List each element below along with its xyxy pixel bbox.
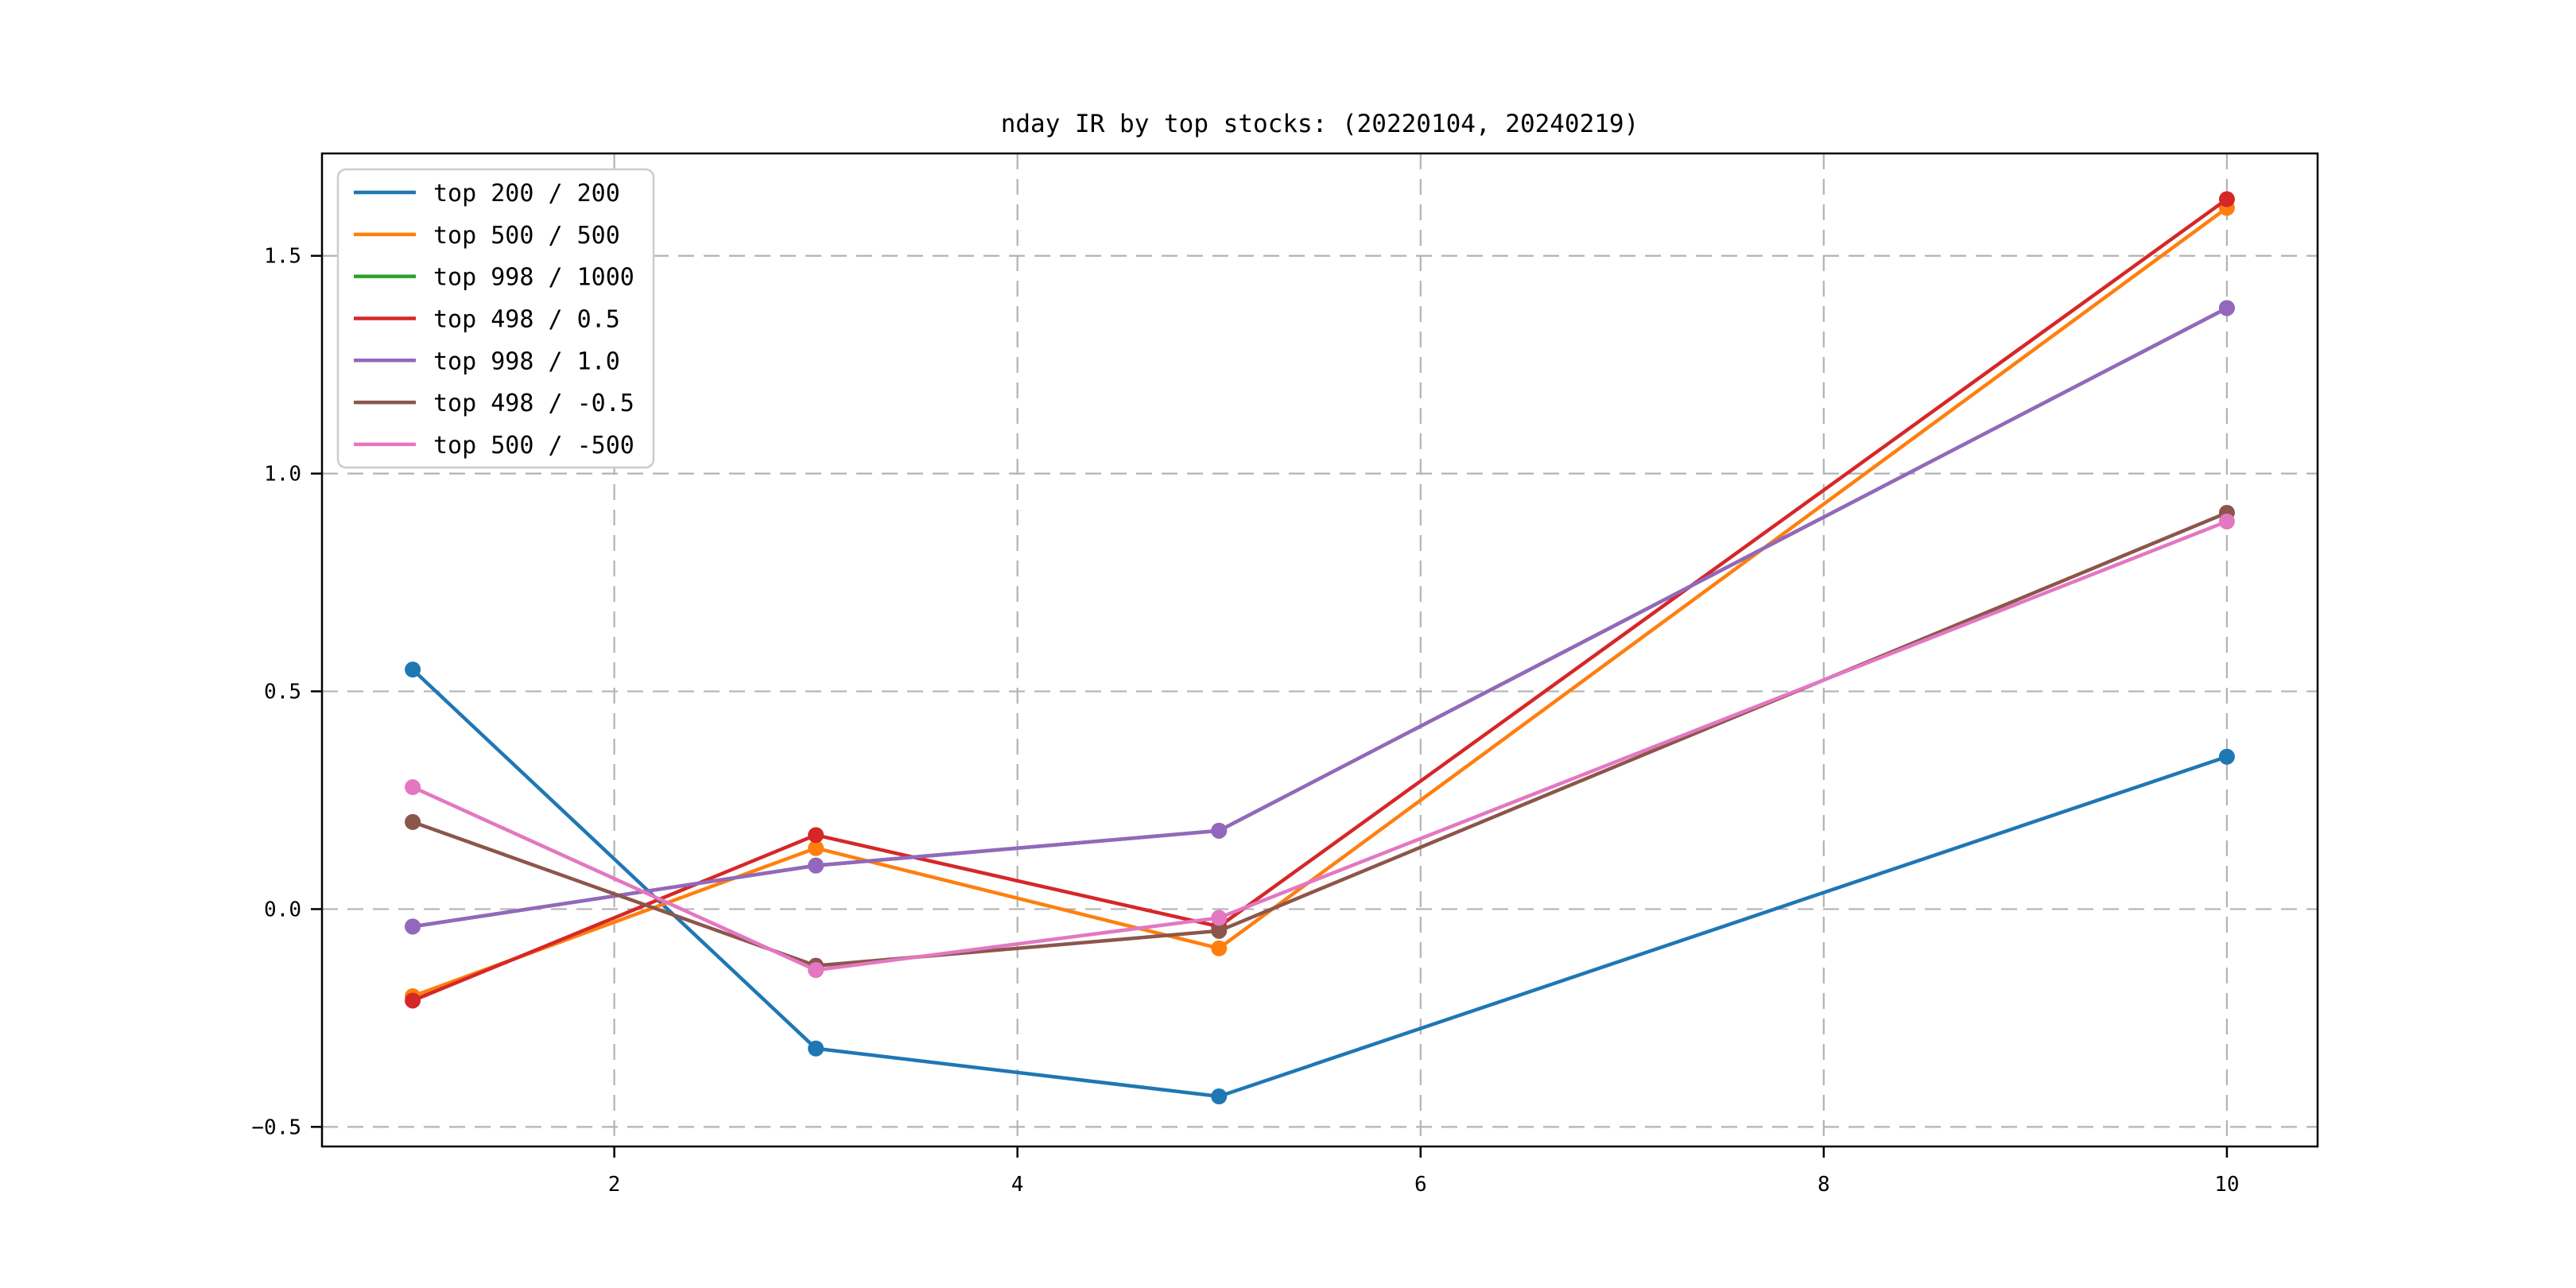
- x-tick-label: 2: [608, 1173, 621, 1197]
- chart-title: nday IR by top stocks: (20220104, 202402…: [1000, 110, 1639, 138]
- series-marker: [2218, 191, 2235, 208]
- series-marker: [1211, 1088, 1228, 1105]
- series-marker: [808, 840, 824, 856]
- series-marker: [1211, 910, 1228, 926]
- plot-border: [320, 152, 2319, 1148]
- legend-label: top 500 / 500: [433, 222, 620, 250]
- x-tick-label: 8: [1818, 1173, 1830, 1197]
- y-tick-label: 1.5: [264, 245, 301, 269]
- legend-box: [336, 168, 655, 469]
- series-marker: [2218, 300, 2235, 316]
- y-tick-label: 0.5: [264, 681, 301, 704]
- legend-label: top 498 / -0.5: [433, 390, 634, 417]
- series-marker: [1211, 822, 1228, 839]
- series-marker: [2218, 748, 2235, 765]
- series-line: [412, 306, 2228, 929]
- y-tick-label: 0.0: [264, 898, 301, 921]
- series-line: [411, 668, 2228, 1099]
- series-marker: [1211, 922, 1228, 939]
- series-marker: [405, 813, 421, 830]
- legend-label: top 200 / 200: [433, 180, 620, 208]
- x-tick-label: 4: [1011, 1173, 1024, 1197]
- series-marker: [405, 918, 421, 935]
- legend-label: top 498 / 0.5: [433, 305, 620, 333]
- legend-label: top 500 / -500: [433, 432, 634, 460]
- series-line: [412, 510, 2228, 968]
- series-marker: [405, 661, 421, 678]
- series-marker: [1211, 940, 1228, 956]
- series-line: [412, 306, 2228, 929]
- y-tick-label: 1.0: [264, 463, 301, 487]
- series-marker: [405, 992, 421, 1009]
- series-line: [412, 519, 2228, 972]
- series-marker: [405, 779, 421, 796]
- series-marker: [808, 857, 824, 874]
- series-marker: [808, 827, 824, 844]
- x-tick-label: 10: [2214, 1173, 2239, 1197]
- series-marker: [808, 1040, 824, 1057]
- series-line: [412, 197, 2229, 1003]
- series-marker: [808, 962, 824, 979]
- legend-label: top 998 / 1.0: [433, 347, 620, 375]
- x-tick-label: 6: [1414, 1173, 1427, 1197]
- series-line: [412, 206, 2229, 999]
- legend-label: top 998 / 1000: [433, 264, 634, 292]
- y-tick-label: −0.5: [251, 1115, 301, 1139]
- series-marker: [2218, 513, 2235, 530]
